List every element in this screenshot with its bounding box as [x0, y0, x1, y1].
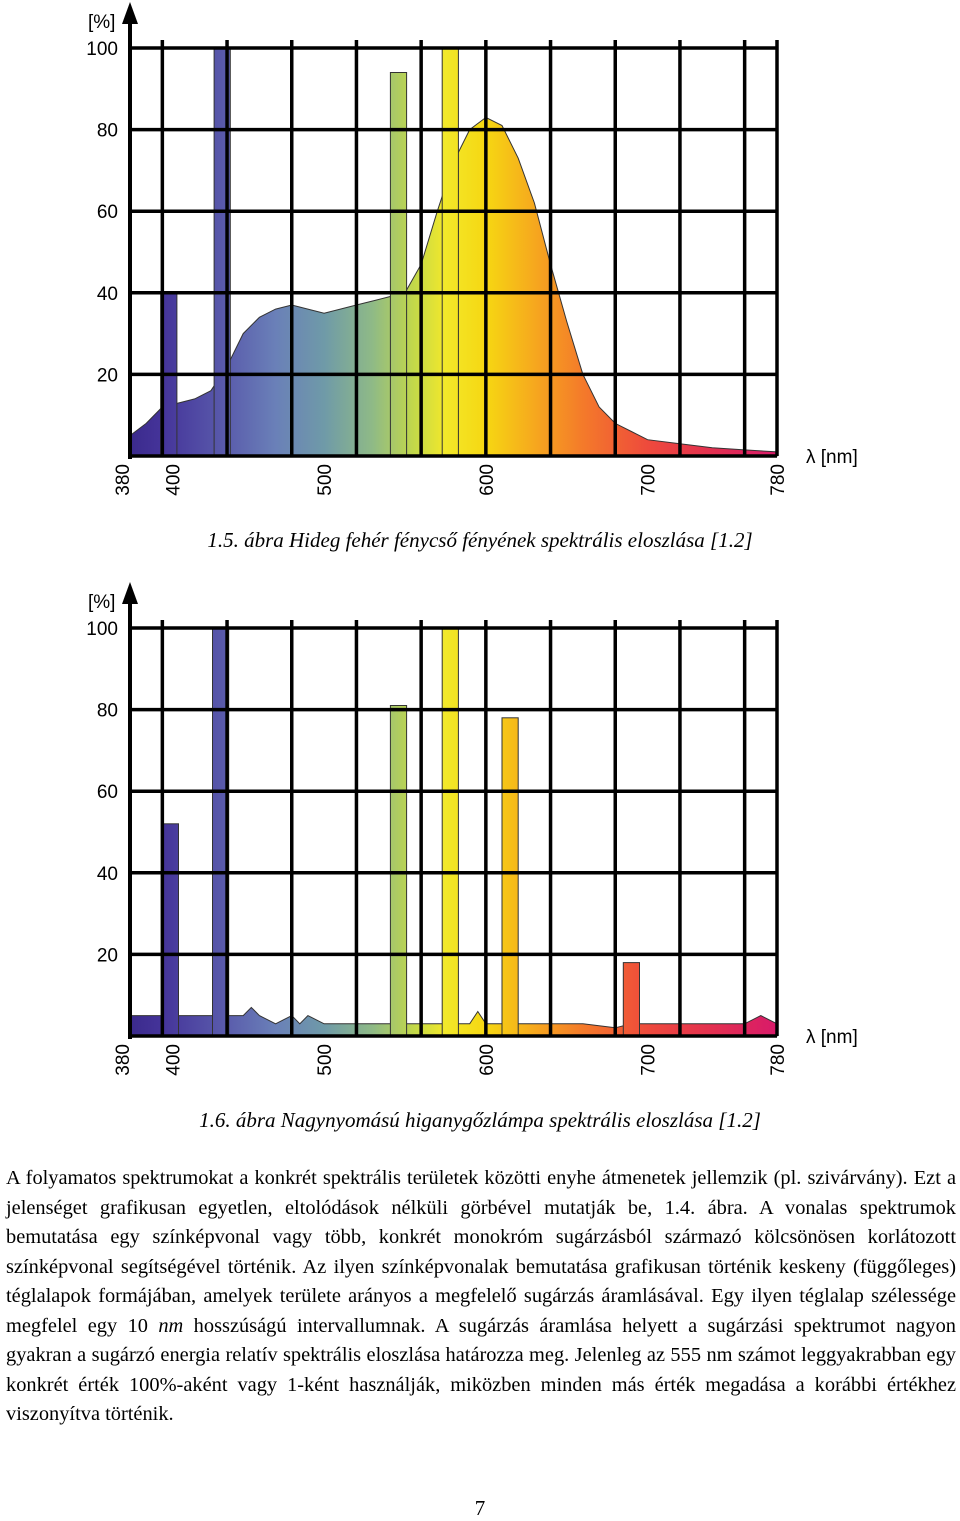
x-axis-label: λ [nm] — [806, 1027, 858, 1048]
x-tick-label: 600 — [477, 464, 498, 496]
spectral-line-bar — [161, 823, 180, 1037]
x-tick-label: 380 — [113, 1044, 134, 1076]
y-tick-label: 40 — [97, 864, 118, 885]
y-axis-label: [%] — [88, 592, 115, 613]
x-tick-label: 400 — [163, 1044, 184, 1076]
x-tick-label: 400 — [163, 464, 184, 496]
y-tick-label: 20 — [97, 365, 118, 386]
x-tick-label: 700 — [639, 1044, 660, 1076]
y-tick-label: 100 — [86, 39, 118, 60]
spectral-line-bar — [622, 962, 640, 1037]
y-tick-label: 80 — [97, 121, 118, 142]
y-tick-label: 60 — [97, 782, 118, 803]
paragraph-text-2: hosszúságú intervallumnak. A sugárzás ár… — [6, 1314, 956, 1426]
figure-caption-1: 1.5. ábra Hideg fehér fénycső fényének s… — [207, 528, 753, 552]
y-axis-arrow-icon — [122, 582, 138, 604]
chart-svg: 20 40 60 80 100 [%] 380 400 500 600 700 780 λ [nm] — [86, 2, 858, 496]
spectral-line-bar — [501, 717, 519, 1037]
x-tick-label: 500 — [315, 1044, 336, 1076]
page-number: 7 — [474, 1496, 486, 1520]
x-tick-label: 780 — [768, 1044, 789, 1076]
y-tick-label: 60 — [97, 202, 118, 223]
x-tick-label: 780 — [768, 464, 789, 496]
spectrum-chart-fluorescent: 20 40 60 80 100 [%] 380 400 500 600 700 780 λ [nm] — [0, 0, 960, 500]
spectrum-chart-mercury: 20 40 60 80 100 [%] 380 400 500 600 700 780 λ [nm] — [0, 580, 960, 1080]
y-tick-label: 80 — [97, 701, 118, 722]
x-tick-label: 500 — [315, 464, 336, 496]
y-tick-label: 40 — [97, 284, 118, 305]
spectral-line-bar — [441, 627, 459, 1037]
paragraph-text-1: A folyamatos spektrumokat a konkrét spek… — [6, 1167, 956, 1337]
figure-caption-2: 1.6. ábra Nagynyomású higanygőzlámpa spe… — [199, 1108, 761, 1132]
spectral-line-bar — [389, 705, 408, 1037]
y-tick-label: 20 — [97, 945, 118, 966]
spectral-line-bar — [441, 47, 459, 457]
body-paragraph: A folyamatos spektrumokat a konkrét spek… — [6, 1164, 956, 1430]
y-axis-arrow-icon — [122, 2, 138, 24]
chart-svg: 20 40 60 80 100 [%] 380 400 500 600 700 780 λ [nm] — [86, 582, 858, 1076]
x-tick-label: 380 — [113, 464, 134, 496]
x-tick-label: 700 — [639, 464, 660, 496]
y-tick-label: 100 — [86, 619, 118, 640]
x-tick-label: 600 — [477, 1044, 498, 1076]
y-axis-label: [%] — [88, 12, 115, 33]
paragraph-unit-italic: nm — [158, 1314, 184, 1337]
x-axis-label: λ [nm] — [806, 447, 858, 468]
